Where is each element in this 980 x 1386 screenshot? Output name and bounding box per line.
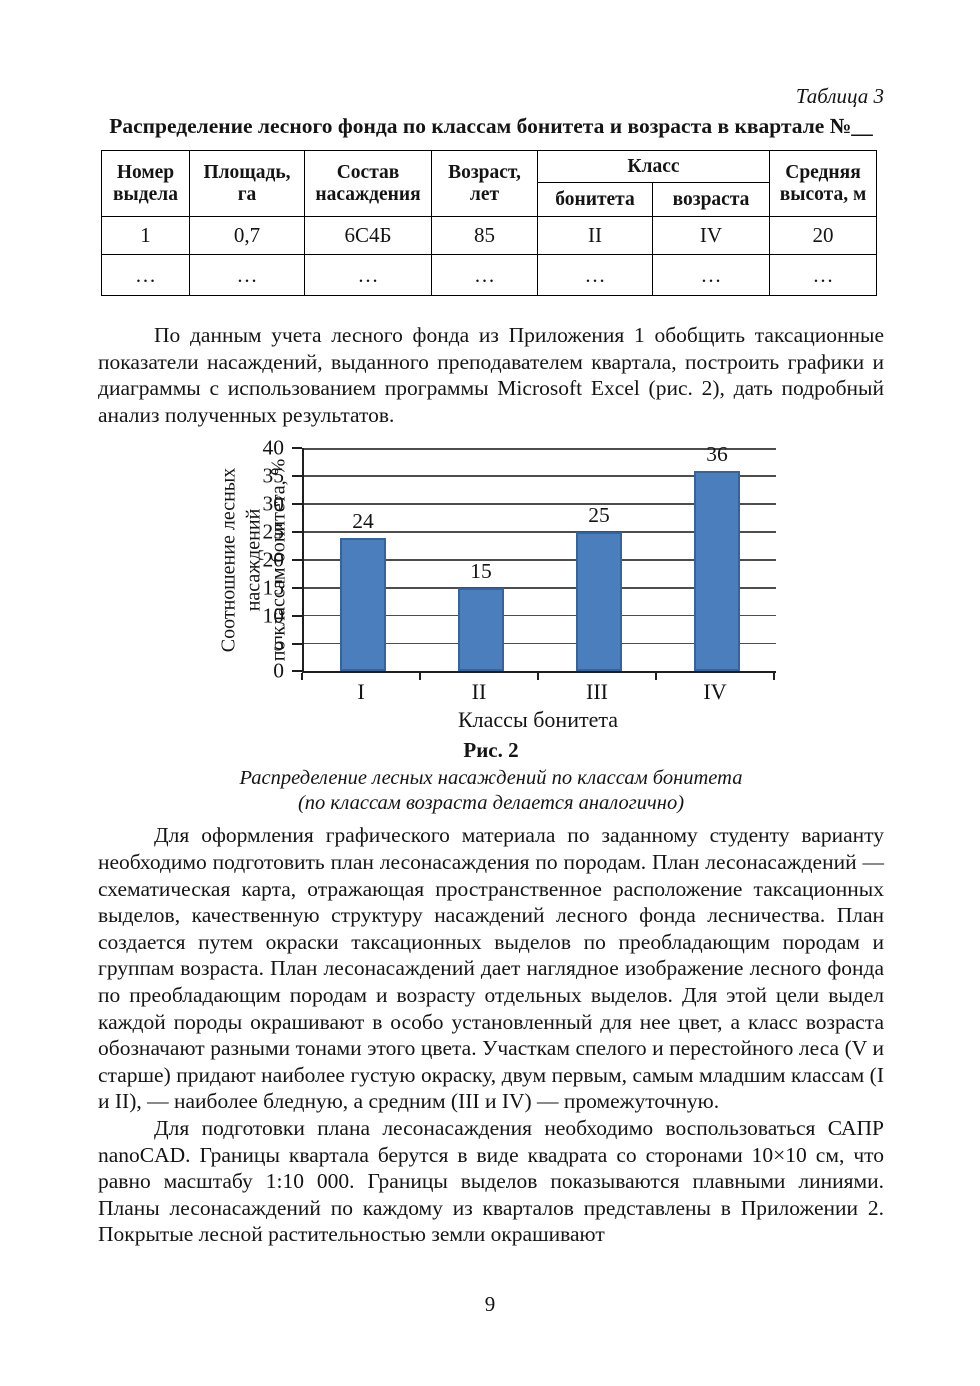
bar-value-label: 15 [470,558,492,583]
x-tick-mark [773,673,775,681]
y-tick-label: 35 [262,463,285,488]
gridline [304,586,776,589]
col-header-composition: Состав насаждения [304,150,432,217]
bar-IV [694,470,740,672]
x-tick-mark [419,673,421,681]
bar-I [340,537,386,672]
y-tick-label: 40 [262,435,285,460]
gridline [304,475,776,478]
y-tick-label: 15 [262,575,285,600]
bar-II [458,587,504,672]
y-tick-mark [292,614,302,617]
paragraph-3: Для подготовки плана лесонасаждения необ… [98,1115,884,1247]
cell-avg-height: 20 [769,216,877,255]
cell-age-class: IV [652,216,770,255]
gridline [304,642,776,645]
bar-chart: Соотношение лесных насаждений по классам… [98,436,884,736]
cell-ellipsis: … [304,254,432,296]
cell-number: 1 [101,216,190,255]
chart-bars: 24 15 25 36 [304,442,776,672]
y-tick-label: 25 [262,519,285,544]
col-header-avg-height: Средняя высота, м [769,150,877,217]
y-tick-mark [292,503,302,506]
y-tick-mark [292,586,302,589]
y-tick-label: 20 [262,547,285,572]
x-category-label: II [471,679,487,705]
table-title: Распределение лесного фонда по классам б… [109,114,873,138]
x-category-label: IV [703,679,727,705]
y-tick-mark [292,558,302,561]
cell-area: 0,7 [189,216,305,255]
cell-age: 85 [431,216,538,255]
bar-value-label: 25 [588,503,610,527]
bar-value-label: 24 [352,508,374,533]
chart-x-axis-title: Классы бонитета [458,707,618,733]
cell-ellipsis: … [101,254,190,296]
paragraph-2: Для оформления графического материала по… [98,823,884,1114]
col-header-bonitet: бонитета [537,182,653,217]
page-number: 9 [484,1292,496,1316]
chart-x-labels: I II III IV [302,679,774,705]
cell-ellipsis: … [652,254,770,296]
col-header-class-group: Класс [537,150,770,183]
col-header-age: Возраст, лет [431,150,538,217]
bar-III [576,532,622,672]
x-tick-mark [537,673,539,681]
y-tick-label: 30 [262,491,285,516]
bar-slot-IV: 36 [658,442,776,672]
bar-value-label: 36 [706,441,728,466]
cell-ellipsis: … [431,254,538,296]
table-number-label: Таблица 3 [795,84,884,108]
table-row-ellipsis: … … … … … … … [101,254,877,296]
x-category-label: III [586,679,608,705]
gridline [304,503,776,505]
gridline [304,614,776,617]
cell-bonitet: II [537,216,653,255]
col-header-area: Площадь, га [189,150,305,217]
bar-slot-II: 15 [422,448,540,672]
figure-caption-line1: Распределение лесных насаждений по класс… [239,767,743,790]
y-tick-mark [292,447,302,450]
y-tick-label: 10 [262,603,285,628]
cell-ellipsis: … [537,254,653,296]
y-tick-label: 0 [273,658,284,683]
y-tick-mark [292,475,302,478]
cell-composition: 6С4Б [304,216,432,255]
y-tick-mark [292,670,302,673]
paragraph-1: По данным учета лесного фонда из Приложе… [98,323,884,427]
col-header-age-class: возраста [652,182,770,217]
gridline [304,531,776,533]
y-tick-mark [292,642,302,645]
table-row: 1 0,7 6С4Б 85 II IV 20 [101,216,877,255]
x-tick-mark [301,673,303,681]
bar-slot-III: 25 [540,448,658,672]
gridline [304,558,776,561]
chart-plot-area: 24 15 25 36 [302,442,776,674]
x-category-label: I [357,679,365,705]
cell-ellipsis: … [769,254,877,296]
figure-caption-line2: (по классам возраста делается аналогично… [297,791,685,814]
figure-label: Рис. 2 [463,738,519,763]
col-header-number: Номер выдела [101,150,190,217]
bar-slot-I: 24 [304,448,422,672]
x-tick-mark [655,673,657,681]
gridline [304,448,776,451]
forest-fund-table: Номер выдела Площадь, га Состав насажден… [101,150,877,296]
y-tick-mark [292,531,302,533]
cell-ellipsis: … [189,254,305,296]
page-content: Таблица 3 Распределение лесного фонда по… [98,0,884,1248]
y-tick-label: 5 [273,631,284,655]
